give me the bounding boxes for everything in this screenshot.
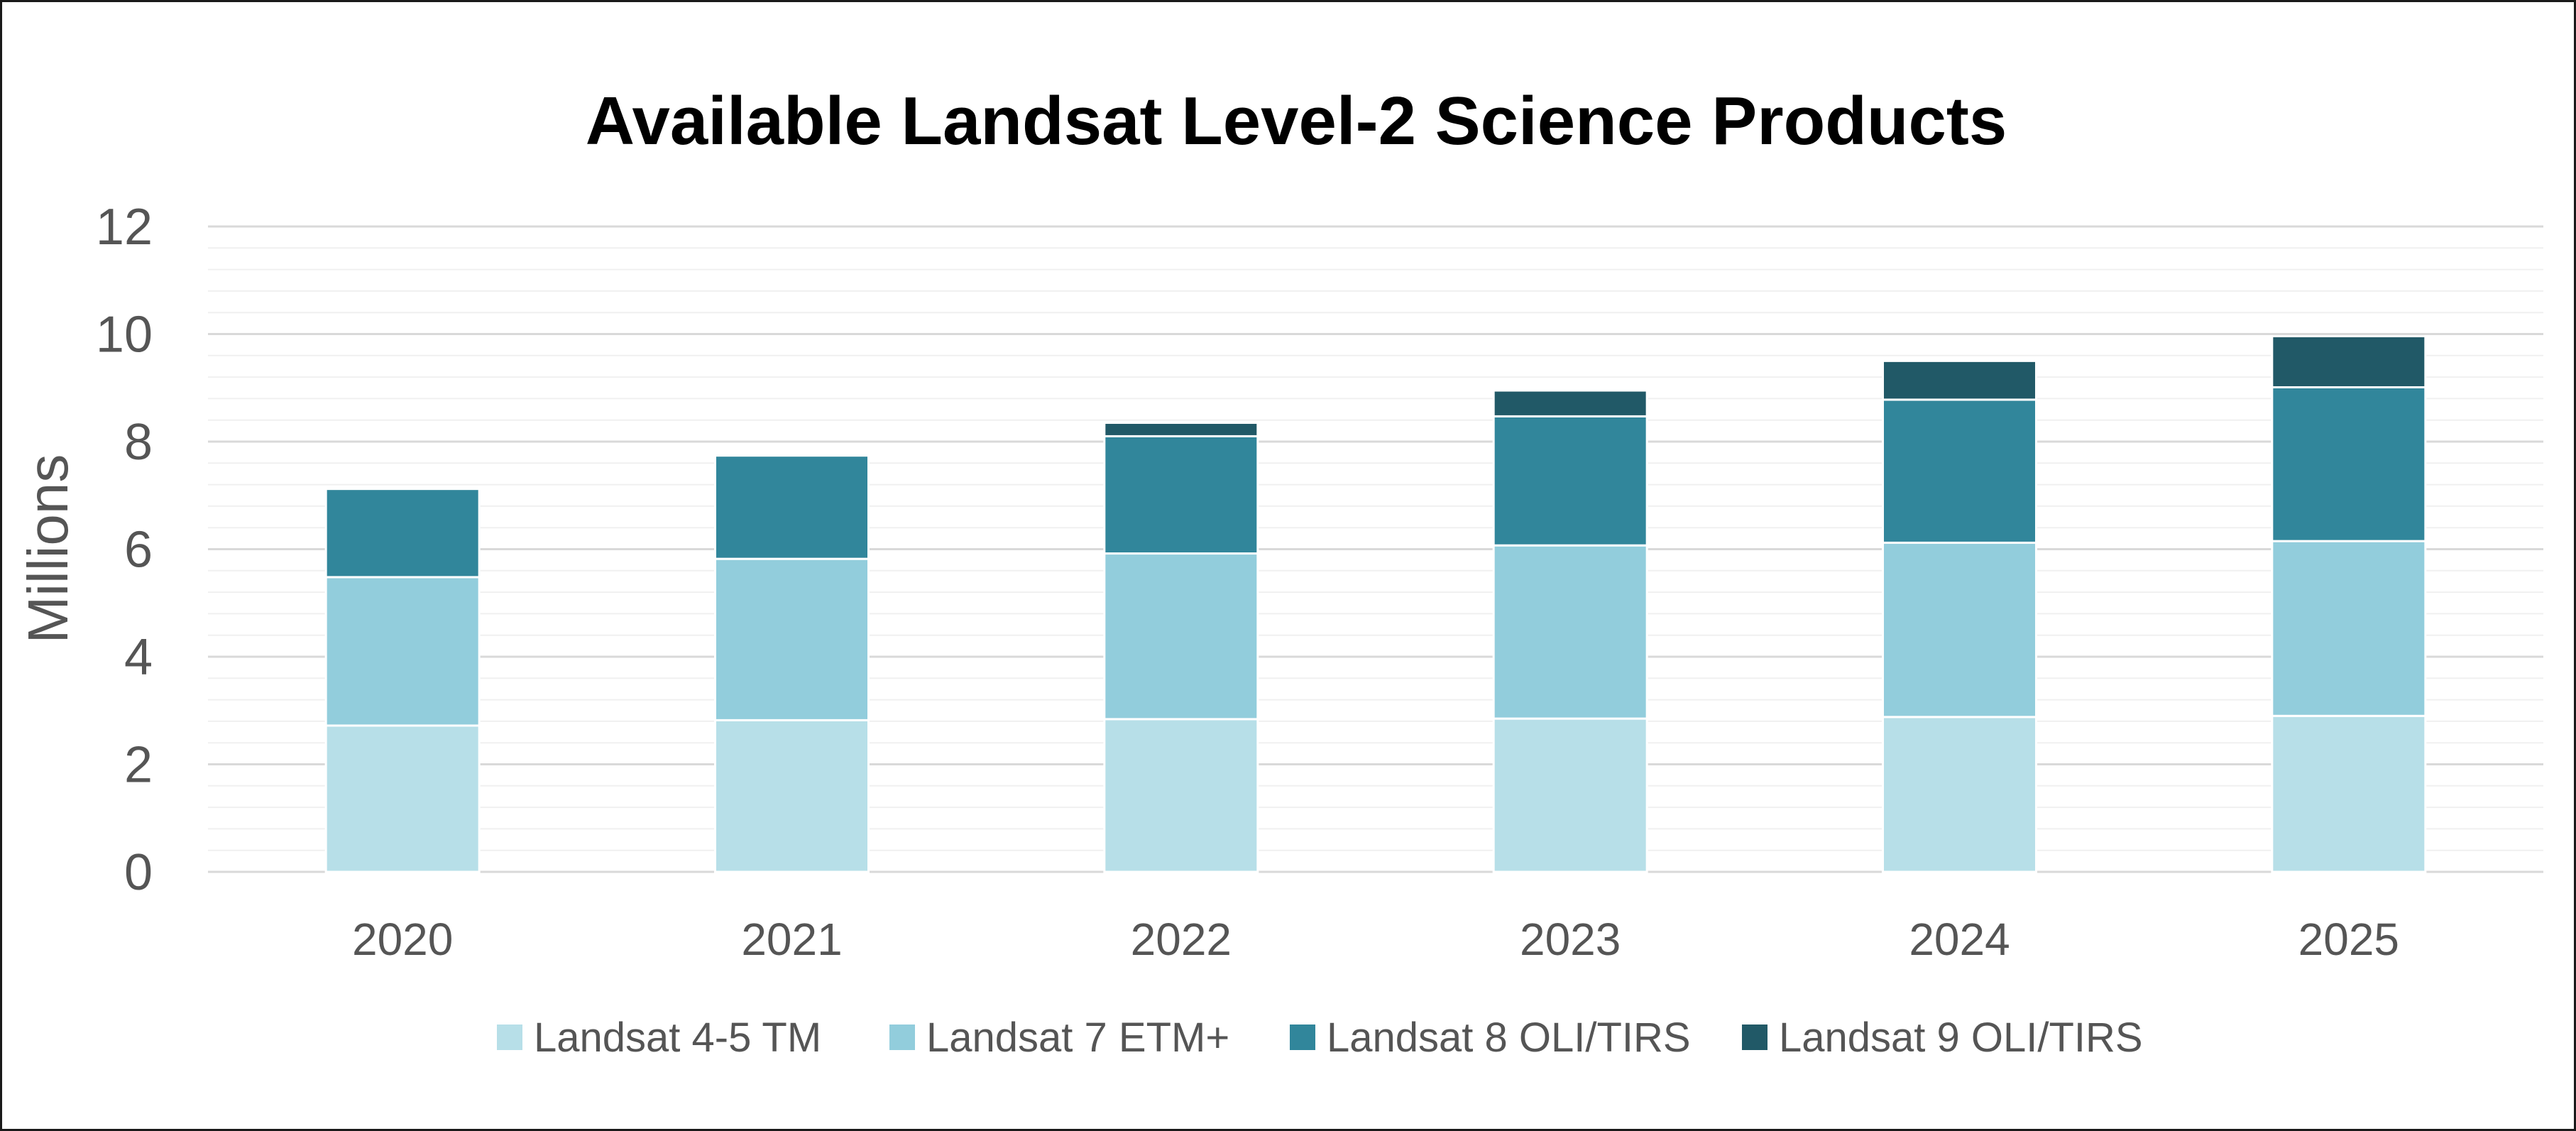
bar-segment-2022-series-2 — [1103, 435, 1259, 555]
bar-segment-2025-series-2 — [2271, 386, 2427, 542]
bar-segment-2024-series-1 — [1882, 541, 2037, 719]
y-tick-label: 6 — [124, 522, 153, 579]
bar-segment-2023-series-2 — [1492, 415, 1648, 547]
bar-segment-2021-series-2 — [714, 454, 870, 560]
x-tick-label: 2025 — [2298, 914, 2399, 965]
legend-swatch — [497, 1025, 522, 1050]
y-tick-label: 4 — [124, 629, 153, 686]
y-axis-label: Millions — [16, 454, 80, 644]
x-tick-label: 2022 — [1131, 914, 1232, 965]
bar-segment-2021-series-1 — [714, 557, 870, 721]
x-tick-label: 2024 — [1909, 914, 2010, 965]
legend-swatch — [1290, 1025, 1315, 1050]
y-tick-label: 8 — [124, 414, 153, 471]
bar-segment-2024-series-0 — [1882, 716, 2037, 873]
bar-segment-2025-series-3 — [2271, 335, 2427, 388]
legend-label: Landsat 9 OLI/TIRS — [1779, 1015, 2143, 1061]
bar-segment-2024-series-2 — [1882, 398, 2037, 544]
legend-label: Landsat 4-5 TM — [534, 1015, 821, 1061]
bar-segment-2022-series-1 — [1103, 552, 1259, 721]
bar-segment-2024-series-3 — [1882, 359, 2037, 401]
bar-segment-2023-series-3 — [1492, 389, 1648, 417]
chart-title: Available Landsat Level-2 Science Produc… — [586, 83, 2007, 159]
bar-segment-2020-series-2 — [324, 488, 481, 579]
x-tick-label: 2023 — [1520, 914, 1621, 965]
x-tick-labels: 2020 2021 2022 2023 2024 2025 — [352, 914, 2399, 965]
bar-segment-2022-series-0 — [1103, 718, 1259, 873]
bar-segment-2020-series-0 — [324, 724, 481, 873]
bars — [324, 335, 2427, 873]
bar-segment-2020-series-1 — [324, 576, 481, 727]
bar-segment-2025-series-0 — [2271, 714, 2427, 873]
bar-segment-2023-series-0 — [1492, 717, 1648, 873]
x-tick-label: 2021 — [741, 914, 842, 965]
x-tick-label: 2020 — [352, 914, 453, 965]
y-tick-label: 2 — [124, 737, 153, 794]
bar-segment-2025-series-1 — [2271, 540, 2427, 717]
legend-label: Landsat 7 ETM+ — [926, 1015, 1229, 1061]
legend-swatch — [1742, 1025, 1767, 1050]
bar-segment-2023-series-1 — [1492, 544, 1648, 720]
bar-segment-2022-series-3 — [1103, 421, 1259, 437]
legend-swatch — [889, 1025, 915, 1050]
y-tick-labels: 0 2 4 6 8 10 12 — [96, 199, 153, 901]
legend: Landsat 4-5 TM Landsat 7 ETM+ Landsat 8 OL… — [497, 1015, 2143, 1061]
gridlines — [208, 225, 2543, 873]
bar-segment-2021-series-0 — [714, 719, 870, 873]
y-tick-label: 10 — [96, 307, 153, 364]
y-tick-label: 0 — [124, 844, 153, 901]
legend-label: Landsat 8 OLI/TIRS — [1327, 1015, 1691, 1061]
y-tick-label: 12 — [96, 199, 153, 256]
